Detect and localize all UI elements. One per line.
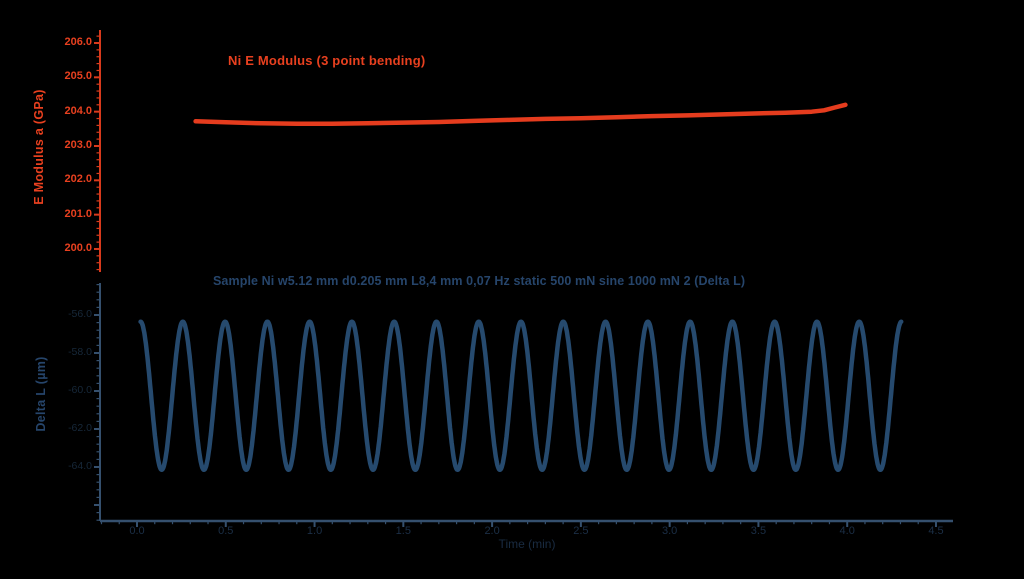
bottom-y-tick-label: -64.0	[40, 461, 92, 473]
top-y-axis-label: E Modulus a (GPa)	[33, 89, 47, 205]
bottom-chart-title: Sample Ni w5.12 mm d0.205 mm L8,4 mm 0,0…	[213, 275, 745, 289]
delta-l-sine-wave	[141, 322, 902, 470]
x-tick-label: 0.0	[117, 525, 157, 537]
chart-canvas: 206.0205.0204.0203.0202.0201.0200.0-56.0…	[0, 0, 1024, 579]
top-y-tick-label: 200.0	[36, 242, 92, 254]
x-axis-label: Time (min)	[499, 538, 556, 551]
top-y-tick-label: 205.0	[36, 70, 92, 82]
e-modulus-line	[196, 105, 846, 124]
top-y-tick-label: 201.0	[36, 208, 92, 220]
top-chart-title: Ni E Modulus (3 point bending)	[228, 54, 425, 68]
bottom-y-tick-label: -56.0	[40, 309, 92, 321]
x-tick-label: 0.5	[206, 525, 246, 537]
x-tick-label: 2.0	[472, 525, 512, 537]
top-y-tick-label: 206.0	[36, 36, 92, 48]
x-tick-label: 4.5	[916, 525, 956, 537]
bottom-y-axis-label: Delta L (µm)	[35, 356, 49, 431]
x-tick-label: 1.0	[295, 525, 335, 537]
x-tick-label: 3.5	[738, 525, 778, 537]
x-tick-label: 4.0	[827, 525, 867, 537]
x-tick-label: 2.5	[561, 525, 601, 537]
x-tick-label: 1.5	[383, 525, 423, 537]
x-tick-label: 3.0	[650, 525, 690, 537]
chart-graphics	[0, 0, 1024, 579]
